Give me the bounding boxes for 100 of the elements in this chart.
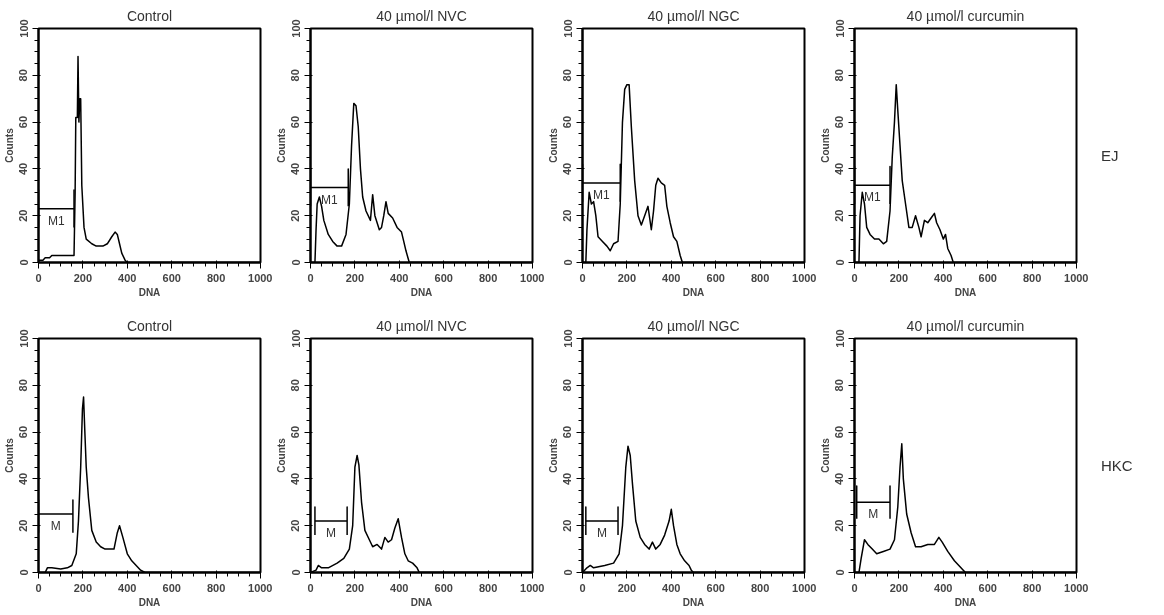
y-tick-label: 60 xyxy=(833,425,846,439)
y-tick-label: 60 xyxy=(17,425,30,439)
x-tick-label: 400 xyxy=(390,271,409,284)
y-axis-title: Counts xyxy=(275,127,287,163)
chart-title: 40 µmol/l curcumin xyxy=(906,317,1025,334)
y-axis-title: Counts xyxy=(819,127,831,163)
x-tick-label: 400 xyxy=(118,271,137,284)
x-tick-label: 1000 xyxy=(520,581,545,594)
y-tick-label: 40 xyxy=(833,472,846,486)
x-axis-title: DNA xyxy=(682,596,705,608)
y-tick-label: 100 xyxy=(833,329,846,348)
y-tick-label: 100 xyxy=(561,329,574,348)
x-tick-label: 200 xyxy=(889,581,909,594)
x-tick-label: 800 xyxy=(750,581,770,594)
text: HKC xyxy=(1101,456,1133,476)
x-tick-label: 200 xyxy=(617,271,637,284)
y-tick-label: 60 xyxy=(17,115,30,129)
x-tick-label: 800 xyxy=(750,271,770,284)
y-tick-label: 20 xyxy=(561,519,574,532)
y-tick-label: 100 xyxy=(17,19,30,38)
annotation: M1 xyxy=(593,187,611,202)
chart-title: 40 µmol/l curcumin xyxy=(906,7,1025,24)
y-axis-title: Counts xyxy=(547,127,559,163)
text: EJ xyxy=(1101,146,1119,166)
x-tick-label: 200 xyxy=(345,271,365,284)
x-tick-label: 400 xyxy=(390,581,409,594)
y-tick-label: 100 xyxy=(17,329,30,348)
x-tick-label: 800 xyxy=(478,581,498,594)
x-axis-title: DNA xyxy=(410,596,433,608)
chart-title: 40 µmol/l NVC xyxy=(376,7,467,24)
x-tick-label: 200 xyxy=(617,581,637,594)
y-tick-label: 20 xyxy=(561,209,574,222)
x-tick-label: 200 xyxy=(73,581,93,594)
y-tick-label: 20 xyxy=(17,519,30,532)
y-tick-label: 60 xyxy=(561,425,574,439)
x-axis-title: DNA xyxy=(410,286,433,298)
x-tick-label: 800 xyxy=(1022,581,1042,594)
x-axis-title: DNA xyxy=(954,286,977,298)
x-tick-label: 0 xyxy=(35,581,42,594)
y-axis-title: Counts xyxy=(3,127,15,163)
x-tick-label: 800 xyxy=(478,271,498,284)
y-tick-label: 100 xyxy=(289,19,302,38)
y-tick-label: 0 xyxy=(289,259,302,266)
annotation: M xyxy=(326,526,337,541)
x-axis-title: DNA xyxy=(138,286,161,298)
y-tick-label: 100 xyxy=(561,19,574,38)
x-axis-title: DNA xyxy=(682,286,705,298)
chart-title: Control xyxy=(126,317,173,334)
annotation: M1 xyxy=(47,213,65,228)
x-axis-title: DNA xyxy=(954,596,977,608)
x-tick-label: 400 xyxy=(934,581,953,594)
x-tick-label: 1000 xyxy=(1064,271,1089,284)
chart-title: 40 µmol/l NGC xyxy=(647,7,740,24)
y-tick-label: 80 xyxy=(833,69,846,82)
y-tick-label: 20 xyxy=(833,209,846,222)
x-tick-label: 600 xyxy=(162,581,181,594)
x-tick-label: 600 xyxy=(978,271,997,284)
x-axis-title: DNA xyxy=(138,596,161,608)
annotation: M1 xyxy=(863,190,881,205)
y-tick-label: 20 xyxy=(289,209,302,222)
x-tick-label: 0 xyxy=(579,271,586,284)
annotation: M xyxy=(50,519,61,533)
y-tick-label: 40 xyxy=(17,162,30,176)
x-tick-label: 600 xyxy=(706,581,725,594)
x-tick-label: 400 xyxy=(118,581,137,594)
y-tick-label: 20 xyxy=(833,519,846,532)
x-tick-label: 400 xyxy=(662,271,681,284)
y-axis-title: Counts xyxy=(275,437,287,473)
y-tick-label: 80 xyxy=(289,379,302,392)
x-tick-label: 600 xyxy=(706,271,725,284)
x-tick-label: 600 xyxy=(434,581,453,594)
y-tick-label: 80 xyxy=(833,379,846,392)
y-tick-label: 80 xyxy=(561,379,574,392)
annotation: M xyxy=(868,507,879,522)
y-axis-title: Counts xyxy=(547,437,559,473)
y-tick-label: 40 xyxy=(561,472,574,486)
y-axis-title: Counts xyxy=(3,437,15,473)
x-tick-label: 0 xyxy=(307,581,314,594)
y-axis-title: Counts xyxy=(819,437,831,473)
x-tick-label: 1000 xyxy=(248,581,273,594)
x-tick-label: 800 xyxy=(206,271,226,284)
y-tick-label: 60 xyxy=(561,115,574,129)
x-tick-label: 1000 xyxy=(1064,581,1089,594)
chart-title: 40 µmol/l NGC xyxy=(647,317,740,334)
y-tick-label: 100 xyxy=(833,19,846,38)
y-tick-label: 40 xyxy=(289,162,302,176)
x-tick-label: 0 xyxy=(851,581,858,594)
x-tick-label: 200 xyxy=(889,271,909,284)
x-tick-label: 1000 xyxy=(792,581,817,594)
y-tick-label: 0 xyxy=(561,259,574,266)
y-tick-label: 40 xyxy=(17,472,30,486)
y-tick-label: 20 xyxy=(17,209,30,222)
y-tick-label: 60 xyxy=(289,425,302,439)
y-tick-label: 0 xyxy=(17,569,30,576)
x-tick-label: 1000 xyxy=(520,271,545,284)
x-tick-label: 200 xyxy=(345,581,365,594)
y-tick-label: 40 xyxy=(289,472,302,486)
y-tick-label: 0 xyxy=(17,259,30,266)
chart-title: 40 µmol/l NVC xyxy=(376,317,467,334)
y-tick-label: 80 xyxy=(17,379,30,392)
